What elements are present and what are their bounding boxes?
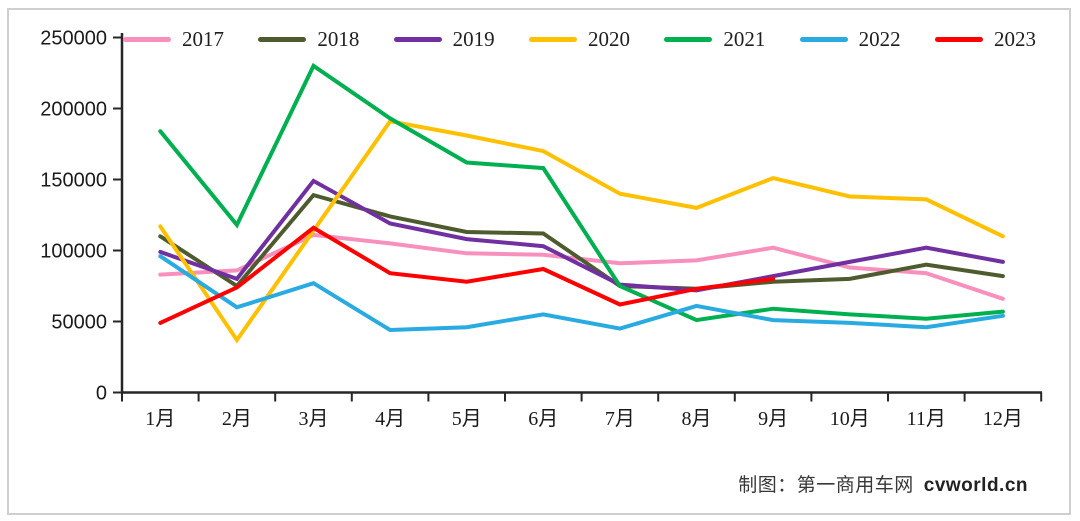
legend-item-2017: 2017 (123, 29, 224, 50)
y-axis-label: 100000 (40, 241, 107, 263)
y-axis-label: 50000 (51, 312, 107, 334)
axes (120, 33, 1042, 394)
x-axis-label: 11月 (907, 408, 946, 430)
legend-swatch-2021 (664, 37, 713, 42)
legend-swatch-2017 (123, 37, 171, 42)
x-axis-label: 2月 (222, 408, 252, 430)
legend-item-2023: 2023 (934, 27, 1036, 51)
legend-item-2021: 2021 (664, 29, 765, 50)
x-axis-label: 4月 (375, 408, 405, 430)
legend-swatch-2020 (528, 37, 577, 42)
legend-item-2019: 2019 (393, 27, 495, 51)
legend-label: 2023 (993, 27, 1036, 51)
series-line-2023 (158, 225, 776, 325)
x-axis-ticks: 1月 2月 3月 4月 5月 6月 7月 8月 9月 10月 11月 12月 (121, 392, 1043, 430)
x-axis-label: 8月 (682, 408, 712, 430)
caption: 制图：第一商用车网 cvworld.cn (738, 470, 1028, 497)
legend-swatch-2019 (393, 37, 442, 42)
x-axis-label: 12月 (983, 408, 1023, 430)
legend-label: 2021 (723, 27, 766, 51)
legend-swatch-2022 (799, 37, 848, 42)
caption-site: cvworld.cn (923, 475, 1028, 496)
y-axis-label: 200000 (40, 99, 107, 121)
y-axis-label: 0 (96, 383, 107, 405)
legend-swatch-2023 (934, 37, 983, 42)
chart-legend: 2017 2018 2019 2020 2021 2022 2023 (123, 29, 1036, 50)
legend-swatch-2018 (258, 37, 307, 42)
x-axis-label: 9月 (758, 408, 788, 430)
legend-label: 2017 (182, 27, 224, 51)
series-line-2020 (158, 119, 1005, 344)
x-axis-label: 1月 (145, 408, 175, 430)
legend-label: 2022 (858, 27, 901, 51)
legend-item-2018: 2018 (258, 29, 359, 50)
legend-label: 2019 (452, 27, 495, 51)
series-lines (158, 62, 1005, 344)
y-axis-label: 250000 (40, 28, 107, 50)
series-line-2019 (158, 178, 1005, 293)
y-axis-label: 150000 (40, 170, 107, 192)
legend-label: 2020 (587, 27, 630, 51)
caption-text: 制图：第一商用车网 (738, 475, 914, 496)
y-axis-ticks: 0 50000 100000 150000 200000 250000 (40, 28, 122, 405)
x-axis-label: 7月 (605, 408, 635, 430)
x-axis-label: 10月 (830, 408, 870, 430)
x-axis-label: 5月 (452, 408, 482, 430)
series-line-2021 (158, 62, 1005, 323)
legend-item-2020: 2020 (528, 27, 630, 51)
legend-label: 2018 (317, 27, 360, 51)
legend-item-2022: 2022 (799, 27, 901, 51)
series-line-2022 (158, 254, 1005, 333)
x-axis-label: 3月 (299, 408, 329, 430)
series-line-2018 (158, 192, 1005, 291)
x-axis-label: 6月 (528, 408, 558, 430)
